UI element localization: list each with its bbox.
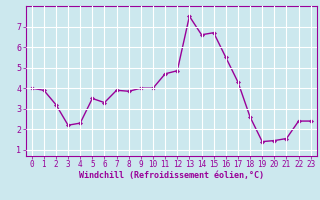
X-axis label: Windchill (Refroidissement éolien,°C): Windchill (Refroidissement éolien,°C)	[79, 171, 264, 180]
